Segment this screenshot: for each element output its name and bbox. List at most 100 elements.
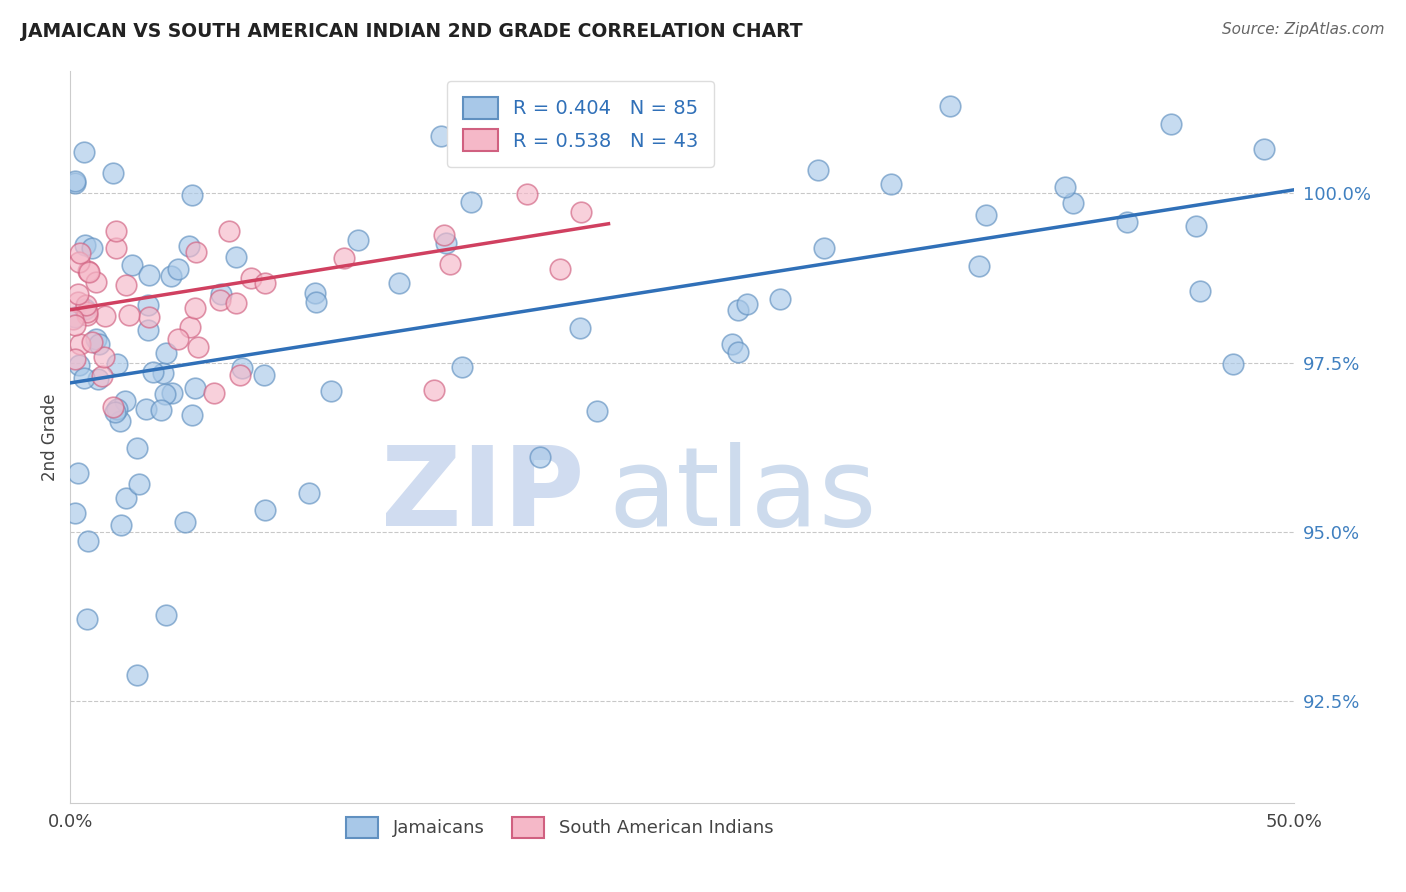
Point [63, 176, 86, 190]
Point [110, 518, 132, 533]
Point [115, 491, 138, 505]
Point [333, 252, 356, 266]
Point [90, 369, 112, 384]
Point [179, 320, 201, 334]
Point [1160, 117, 1182, 131]
Point [155, 346, 177, 360]
Text: atlas: atlas [609, 442, 877, 549]
Point [605, 111, 627, 125]
Point [209, 286, 232, 301]
Point [128, 476, 150, 491]
Point [80, 334, 103, 349]
Point [229, 368, 252, 382]
Point [105, 241, 128, 255]
Point [1184, 219, 1206, 233]
Point [451, 360, 474, 375]
Point [114, 394, 136, 409]
Point [225, 250, 247, 264]
Point [938, 99, 960, 113]
Point [166, 261, 188, 276]
Point [529, 450, 551, 464]
Point [77, 264, 100, 278]
Point [84, 276, 107, 290]
Point [218, 224, 240, 238]
Point [807, 162, 830, 177]
Point [66, 287, 89, 301]
Point [101, 400, 124, 414]
Point [153, 387, 176, 401]
Point [105, 357, 128, 371]
Point [121, 258, 143, 272]
Point [167, 332, 190, 346]
Point [125, 441, 148, 455]
Point [253, 277, 276, 291]
Legend: Jamaicans, South American Indians: Jamaicans, South American Indians [339, 810, 780, 845]
Point [433, 227, 456, 242]
Point [75, 298, 97, 312]
Point [63, 310, 86, 324]
Point [69, 337, 91, 351]
Point [82, 241, 104, 255]
Point [967, 260, 990, 274]
Point [174, 515, 197, 529]
Point [321, 384, 343, 398]
Point [87, 372, 110, 386]
Point [76, 304, 98, 318]
Point [181, 188, 204, 202]
Point [93, 350, 115, 364]
Point [187, 340, 209, 354]
Point [76, 612, 98, 626]
Point [254, 503, 277, 517]
Point [225, 295, 247, 310]
Point [150, 402, 173, 417]
Point [69, 246, 91, 260]
Point [155, 608, 177, 623]
Point [160, 386, 183, 401]
Point [138, 310, 160, 325]
Point [727, 302, 749, 317]
Point [104, 404, 127, 418]
Point [63, 506, 86, 520]
Point [94, 310, 117, 324]
Point [105, 402, 128, 417]
Point [720, 336, 742, 351]
Text: Source: ZipAtlas.com: Source: ZipAtlas.com [1222, 22, 1385, 37]
Point [115, 278, 138, 293]
Point [1062, 196, 1084, 211]
Point [769, 293, 792, 307]
Point [108, 414, 131, 428]
Point [240, 271, 263, 285]
Point [181, 408, 204, 422]
Point [1253, 142, 1275, 156]
Point [89, 336, 111, 351]
Point [879, 177, 901, 191]
Point [1189, 284, 1212, 298]
Point [596, 85, 619, 99]
Point [66, 466, 89, 480]
Point [101, 166, 124, 180]
Point [152, 366, 174, 380]
Point [347, 233, 370, 247]
Point [63, 318, 86, 332]
Point [439, 257, 461, 271]
Point [727, 345, 749, 359]
Point [63, 174, 86, 188]
Point [1054, 180, 1077, 194]
Point [184, 301, 207, 315]
Point [118, 308, 141, 322]
Point [516, 187, 538, 202]
Text: ZIP: ZIP [381, 442, 583, 549]
Point [586, 404, 609, 418]
Point [423, 383, 446, 397]
Point [460, 195, 482, 210]
Point [231, 361, 253, 376]
Point [67, 358, 90, 372]
Point [65, 351, 87, 366]
Point [135, 401, 157, 416]
Point [67, 255, 90, 269]
Point [86, 332, 108, 346]
Point [548, 261, 571, 276]
Point [160, 268, 183, 283]
Point [184, 381, 207, 395]
Point [304, 286, 326, 301]
